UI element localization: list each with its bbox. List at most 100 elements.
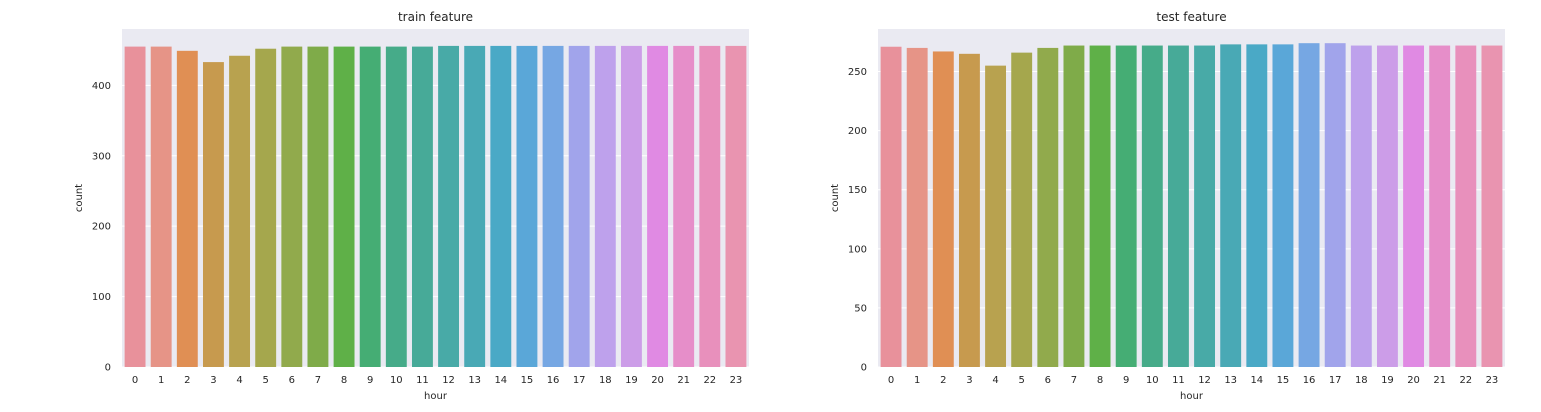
- x-tick-label: 14: [1250, 375, 1263, 386]
- bar-hour-10: [1141, 45, 1163, 367]
- x-tick-label: 7: [1071, 375, 1077, 386]
- x-tick-label: 20: [651, 375, 664, 386]
- x-tick-label: 17: [573, 375, 586, 386]
- x-tick-label: 14: [494, 375, 507, 386]
- y-tick-label: 0: [861, 363, 867, 374]
- y-tick-label: 150: [848, 185, 867, 196]
- x-tick-label: 1: [158, 375, 164, 386]
- x-tick-label: 16: [1303, 375, 1316, 386]
- x-tick-label: 9: [1123, 375, 1129, 386]
- x-tick-label: 9: [367, 375, 373, 386]
- bar-hour-17: [568, 45, 590, 368]
- x-tick-label: 20: [1407, 375, 1420, 386]
- bar-hour-12: [1194, 45, 1216, 367]
- bar-hour-12: [438, 45, 460, 368]
- bar-hour-3: [958, 53, 980, 368]
- bar-hour-20: [1403, 45, 1425, 367]
- bar-hour-14: [1246, 44, 1268, 367]
- bar-hour-5: [255, 48, 277, 367]
- x-tick-label: 18: [599, 375, 612, 386]
- x-tick-label: 5: [263, 375, 269, 386]
- x-tick-label: 6: [1045, 375, 1051, 386]
- bar-hour-19: [1376, 45, 1398, 367]
- bar-hour-1: [906, 47, 928, 368]
- x-tick-label: 2: [184, 375, 190, 386]
- x-tick-label: 6: [289, 375, 295, 386]
- bar-hour-7: [1063, 45, 1085, 367]
- x-tick-label: 10: [1146, 375, 1159, 386]
- x-tick-label: 12: [442, 375, 455, 386]
- bar-hour-7: [307, 46, 329, 368]
- x-tick-label: 3: [966, 375, 972, 386]
- y-axis-label: count: [74, 184, 85, 212]
- y-tick-label: 250: [848, 67, 867, 78]
- x-tick-label: 0: [888, 375, 894, 386]
- y-tick-label: 0: [105, 363, 111, 374]
- bar-hour-2: [176, 50, 198, 368]
- y-tick-label: 100: [848, 244, 867, 255]
- bar-hour-10: [385, 46, 407, 368]
- bar-hour-8: [333, 46, 355, 368]
- bar-hour-18: [1350, 45, 1372, 367]
- y-tick-label: 100: [92, 292, 111, 303]
- x-tick-label: 22: [703, 375, 716, 386]
- x-tick-label: 15: [521, 375, 534, 386]
- x-tick-label: 19: [625, 375, 638, 386]
- x-tick-label: 11: [1172, 375, 1185, 386]
- x-tick-label: 12: [1198, 375, 1211, 386]
- bar-hour-13: [464, 45, 486, 368]
- bar-hour-11: [1167, 45, 1189, 367]
- bar-hour-16: [542, 45, 564, 368]
- bar-hour-17: [1324, 43, 1346, 367]
- bar-hour-21: [1429, 45, 1451, 367]
- bar-hour-0: [124, 46, 146, 368]
- bar-hour-2: [932, 51, 954, 368]
- x-tick-label: 16: [547, 375, 560, 386]
- y-tick-label: 300: [92, 151, 111, 162]
- bar-hour-5: [1011, 52, 1033, 368]
- y-axis-label: count: [830, 184, 841, 212]
- y-tick-label: 400: [92, 81, 111, 92]
- x-tick-label: 21: [1433, 375, 1446, 386]
- bar-hour-6: [281, 46, 303, 368]
- x-tick-label: 23: [1486, 375, 1499, 386]
- bar-hour-16: [1298, 43, 1320, 367]
- y-tick-label: 200: [848, 126, 867, 137]
- bar-hour-14: [490, 45, 512, 368]
- bar-hour-4: [229, 55, 251, 368]
- y-tick-label: 50: [854, 303, 867, 314]
- x-tick-label: 8: [1097, 375, 1103, 386]
- bar-hour-9: [1115, 45, 1137, 367]
- x-tick-label: 15: [1277, 375, 1290, 386]
- bar-hour-15: [1272, 44, 1294, 367]
- x-tick-label: 23: [730, 375, 743, 386]
- bar-hour-23: [725, 45, 747, 368]
- x-tick-label: 13: [468, 375, 481, 386]
- x-tick-label: 3: [210, 375, 216, 386]
- plot-area: [878, 29, 1505, 367]
- chart-title: test feature: [1156, 10, 1226, 24]
- x-tick-label: 11: [416, 375, 429, 386]
- x-tick-label: 4: [992, 375, 998, 386]
- x-tick-label: 7: [315, 375, 321, 386]
- y-tick-label: 200: [92, 222, 111, 233]
- bar-hour-8: [1089, 45, 1111, 367]
- bar-hour-13: [1220, 44, 1242, 367]
- bar-hour-6: [1037, 47, 1059, 368]
- x-tick-label: 21: [677, 375, 690, 386]
- x-tick-label: 0: [132, 375, 138, 386]
- bar-hour-1: [150, 46, 172, 368]
- x-axis-label: hour: [424, 391, 448, 402]
- x-tick-label: 5: [1019, 375, 1025, 386]
- bar-hour-15: [516, 45, 538, 368]
- x-tick-label: 4: [236, 375, 242, 386]
- bar-hour-0: [880, 46, 902, 368]
- bar-hour-23: [1481, 45, 1503, 367]
- bar-hour-22: [1455, 45, 1477, 367]
- x-tick-label: 1: [914, 375, 920, 386]
- bar-hour-20: [647, 45, 669, 368]
- bar-hour-9: [359, 46, 381, 368]
